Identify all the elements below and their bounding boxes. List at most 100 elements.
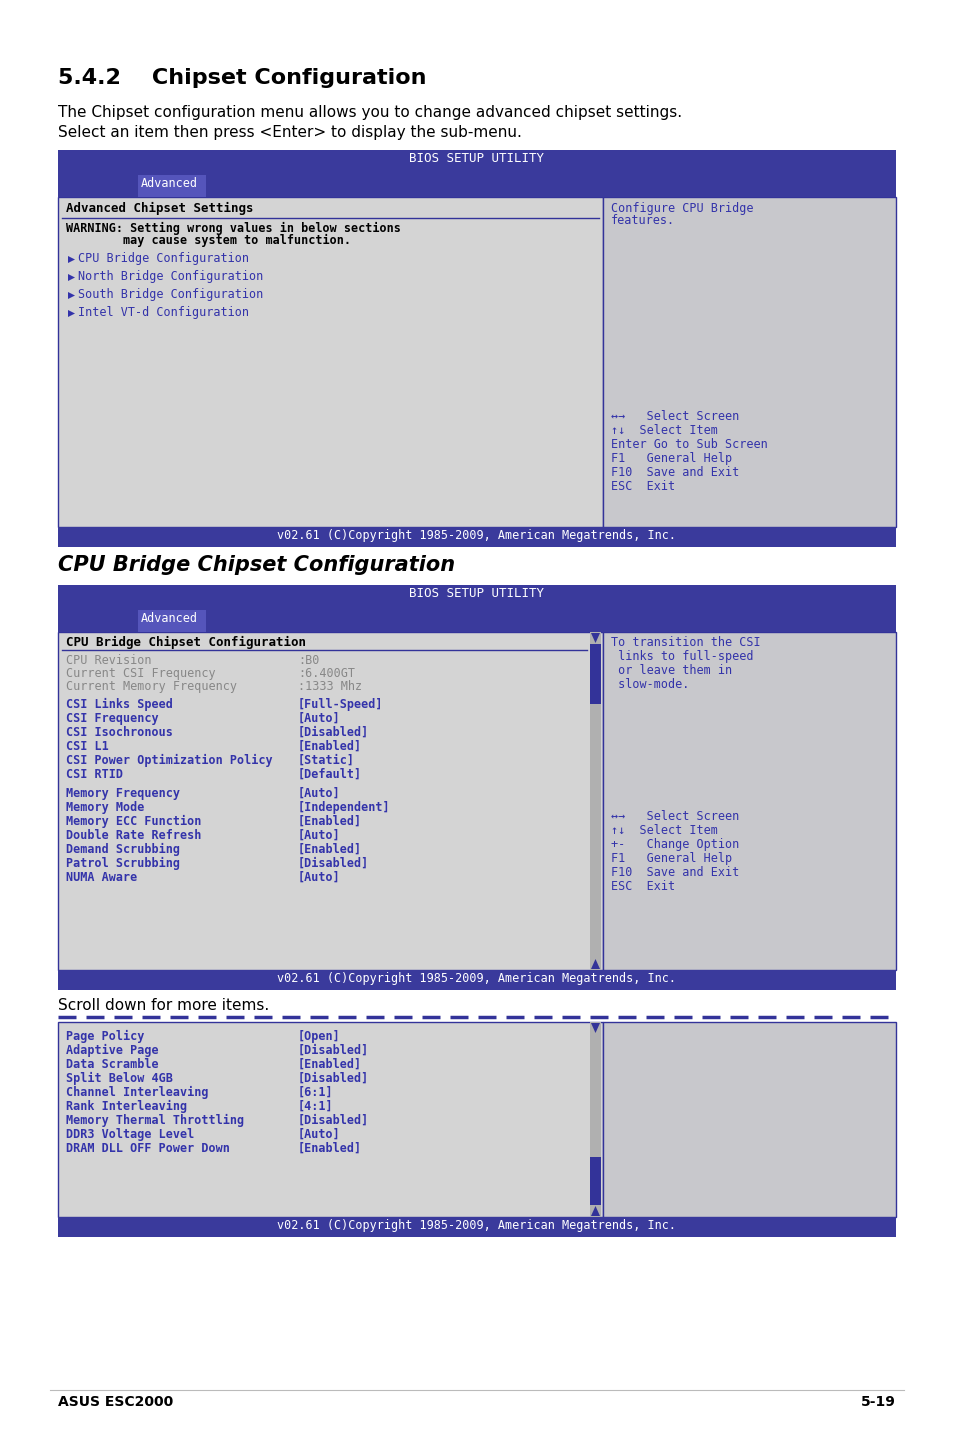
Text: [Enabled]: [Enabled] — [297, 815, 362, 828]
Text: Page Policy: Page Policy — [66, 1030, 144, 1043]
Bar — [58, 1217, 895, 1237]
Text: [4:1]: [4:1] — [297, 1100, 334, 1113]
Text: +-   Change Option: +- Change Option — [610, 838, 739, 851]
Text: CSI Frequency: CSI Frequency — [66, 712, 158, 725]
Text: [Open]: [Open] — [297, 1030, 340, 1043]
Text: 5.4.2    Chipset Configuration: 5.4.2 Chipset Configuration — [58, 68, 426, 88]
Text: South Bridge Configuration: South Bridge Configuration — [78, 288, 263, 301]
Text: [Disabled]: [Disabled] — [297, 1044, 369, 1057]
Text: Current CSI Frequency: Current CSI Frequency — [66, 667, 215, 680]
Text: :1333 Mhz: :1333 Mhz — [297, 680, 362, 693]
Bar — [589, 1158, 600, 1205]
Text: Select an item then press <Enter> to display the sub-menu.: Select an item then press <Enter> to dis… — [58, 125, 521, 139]
Polygon shape — [68, 275, 75, 280]
Text: may cause system to malfunction.: may cause system to malfunction. — [66, 234, 351, 247]
Bar — [58, 175, 895, 197]
Bar — [138, 610, 206, 631]
Text: Advanced: Advanced — [141, 613, 198, 626]
Text: CPU Revision: CPU Revision — [66, 654, 152, 667]
Text: Advanced Chipset Settings: Advanced Chipset Settings — [66, 201, 253, 216]
Text: Memory Frequency: Memory Frequency — [66, 787, 180, 800]
Text: [Disabled]: [Disabled] — [297, 857, 369, 870]
Text: ESC  Exit: ESC Exit — [610, 480, 675, 493]
Text: NUMA Aware: NUMA Aware — [66, 871, 137, 884]
Text: [Auto]: [Auto] — [297, 828, 340, 843]
Text: Rank Interleaving: Rank Interleaving — [66, 1100, 187, 1113]
Text: CPU Bridge Chipset Configuration: CPU Bridge Chipset Configuration — [66, 636, 306, 649]
Text: Memory ECC Function: Memory ECC Function — [66, 815, 201, 828]
Text: [Auto]: [Auto] — [297, 1127, 340, 1140]
Text: [Enabled]: [Enabled] — [297, 1058, 362, 1071]
Text: Split Below 4GB: Split Below 4GB — [66, 1071, 172, 1086]
Text: The Chipset configuration menu allows you to change advanced chipset settings.: The Chipset configuration menu allows yo… — [58, 105, 681, 119]
Text: [Enabled]: [Enabled] — [297, 843, 362, 856]
Text: Configure CPU Bridge: Configure CPU Bridge — [610, 201, 753, 216]
Text: CPU Bridge Configuration: CPU Bridge Configuration — [78, 252, 249, 265]
Bar — [58, 610, 895, 631]
Text: v02.61 (C)Copyright 1985-2009, American Megatrends, Inc.: v02.61 (C)Copyright 1985-2009, American … — [277, 529, 676, 542]
Text: [Static]: [Static] — [297, 754, 355, 766]
Bar — [602, 197, 895, 526]
Text: or leave them in: or leave them in — [610, 664, 731, 677]
Bar — [58, 1022, 602, 1217]
Text: Demand Scrubbing: Demand Scrubbing — [66, 843, 180, 856]
Text: Advanced: Advanced — [141, 177, 198, 190]
Polygon shape — [590, 1206, 599, 1217]
Polygon shape — [68, 292, 75, 299]
Text: [Enabled]: [Enabled] — [297, 741, 362, 754]
Text: Memory Thermal Throttling: Memory Thermal Throttling — [66, 1114, 244, 1127]
Text: features.: features. — [610, 214, 675, 227]
Text: [Enabled]: [Enabled] — [297, 1142, 362, 1155]
Text: Double Rate Refresh: Double Rate Refresh — [66, 828, 201, 843]
Text: v02.61 (C)Copyright 1985-2009, American Megatrends, Inc.: v02.61 (C)Copyright 1985-2009, American … — [277, 1219, 676, 1232]
Bar — [602, 1022, 895, 1217]
Bar — [58, 197, 602, 526]
Text: Enter Go to Sub Screen: Enter Go to Sub Screen — [610, 439, 767, 452]
Text: Adaptive Page: Adaptive Page — [66, 1044, 158, 1057]
Text: F1   General Help: F1 General Help — [610, 851, 731, 866]
Text: F10  Save and Exit: F10 Save and Exit — [610, 466, 739, 479]
Text: [Disabled]: [Disabled] — [297, 726, 369, 739]
Polygon shape — [68, 256, 75, 263]
Text: :B0: :B0 — [297, 654, 319, 667]
Text: ASUS ESC2000: ASUS ESC2000 — [58, 1395, 173, 1409]
Bar — [58, 631, 602, 971]
Text: F1   General Help: F1 General Help — [610, 452, 731, 464]
Text: Patrol Scrubbing: Patrol Scrubbing — [66, 857, 180, 870]
Text: North Bridge Configuration: North Bridge Configuration — [78, 270, 263, 283]
Text: Data Scramble: Data Scramble — [66, 1058, 158, 1071]
Text: Scroll down for more items.: Scroll down for more items. — [58, 998, 269, 1012]
Text: ESC  Exit: ESC Exit — [610, 880, 675, 893]
Bar — [58, 526, 895, 546]
Text: DRAM DLL OFF Power Down: DRAM DLL OFF Power Down — [66, 1142, 230, 1155]
Polygon shape — [590, 633, 599, 643]
Text: DDR3 Voltage Level: DDR3 Voltage Level — [66, 1127, 194, 1140]
Bar — [58, 971, 895, 989]
Text: [Full-Speed]: [Full-Speed] — [297, 697, 383, 710]
Bar — [589, 631, 600, 971]
Bar — [589, 644, 600, 705]
Bar — [58, 150, 895, 175]
Text: F10  Save and Exit: F10 Save and Exit — [610, 866, 739, 879]
Text: [Disabled]: [Disabled] — [297, 1071, 369, 1086]
Text: ↔→   Select Screen: ↔→ Select Screen — [610, 410, 739, 423]
Text: To transition the CSI: To transition the CSI — [610, 636, 760, 649]
Text: v02.61 (C)Copyright 1985-2009, American Megatrends, Inc.: v02.61 (C)Copyright 1985-2009, American … — [277, 972, 676, 985]
Text: CSI RTID: CSI RTID — [66, 768, 123, 781]
Text: CSI Isochronous: CSI Isochronous — [66, 726, 172, 739]
Text: CSI Power Optimization Policy: CSI Power Optimization Policy — [66, 754, 273, 766]
Bar — [602, 631, 895, 971]
Text: Memory Mode: Memory Mode — [66, 801, 144, 814]
Text: ↔→   Select Screen: ↔→ Select Screen — [610, 810, 739, 823]
Text: [Auto]: [Auto] — [297, 712, 340, 725]
Text: [Auto]: [Auto] — [297, 787, 340, 800]
Polygon shape — [590, 959, 599, 969]
Text: CSI Links Speed: CSI Links Speed — [66, 697, 172, 712]
Text: links to full-speed: links to full-speed — [610, 650, 753, 663]
Text: CPU Bridge Chipset Configuration: CPU Bridge Chipset Configuration — [58, 555, 455, 575]
Text: Channel Interleaving: Channel Interleaving — [66, 1086, 209, 1099]
Text: [Auto]: [Auto] — [297, 871, 340, 884]
Text: 5-19: 5-19 — [861, 1395, 895, 1409]
Text: WARNING: Setting wrong values in below sections: WARNING: Setting wrong values in below s… — [66, 221, 400, 234]
Text: [6:1]: [6:1] — [297, 1086, 334, 1099]
